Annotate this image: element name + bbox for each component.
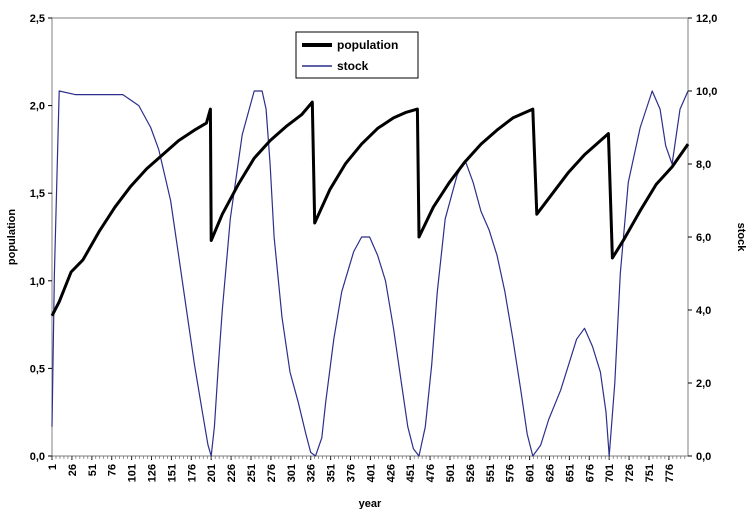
x-tick-label: 376 — [345, 464, 357, 482]
y2-tick-label: 8,0 — [696, 159, 711, 171]
x-tick-label: 151 — [166, 464, 178, 482]
x-tick-label: 726 — [624, 464, 636, 482]
x-tick-label: 101 — [127, 464, 139, 482]
x-tick-label: 576 — [505, 464, 517, 482]
y-tick-label: 0,0 — [30, 451, 45, 463]
x-tick-label: 701 — [604, 464, 616, 482]
x-tick-label: 26 — [67, 464, 79, 476]
y2-tick-label: 10,0 — [696, 86, 717, 98]
x-tick-label: 226 — [226, 464, 238, 482]
x-tick-label: 651 — [564, 464, 576, 482]
x-tick-label: 601 — [525, 464, 537, 482]
x-tick-label: 326 — [306, 464, 318, 482]
x-tick-label: 201 — [206, 464, 218, 482]
y2-tick-label: 2,0 — [696, 378, 711, 390]
x-tick-label: 51 — [87, 464, 99, 476]
x-tick-label: 476 — [425, 464, 437, 482]
x-tick-label: 401 — [365, 464, 377, 482]
y-axis-left: 0,0 0,5 1,0 1,5 2,0 2,5 — [30, 13, 52, 463]
legend-box — [295, 31, 419, 79]
legend-label-population: population — [337, 38, 398, 52]
y-tick-label: 1,0 — [30, 276, 45, 288]
legend: population stock — [295, 31, 419, 79]
y2-tick-label: 0,0 — [696, 451, 711, 463]
x-tick-label: 426 — [385, 464, 397, 482]
legend-label-stock: stock — [337, 59, 369, 73]
y-tick-label: 2,5 — [30, 13, 45, 25]
y2-tick-label: 4,0 — [696, 305, 711, 317]
x-tick-label: 626 — [544, 464, 556, 482]
x-tick-label: 751 — [644, 464, 656, 482]
x-tick-label: 176 — [186, 464, 198, 482]
y2-axis-title: stock — [735, 223, 747, 253]
x-axis-title: year — [359, 498, 382, 509]
x-tick-label: 776 — [664, 464, 676, 482]
series-layer — [50, 90, 690, 457]
y-tick-label: 0,5 — [30, 363, 45, 375]
x-tick-label: 126 — [146, 464, 158, 482]
x-tick-label: 551 — [485, 464, 497, 482]
x-tick-label: 1 — [47, 464, 59, 470]
x-tick-label: 251 — [246, 464, 258, 482]
x-tick-label: 501 — [445, 464, 457, 482]
series-line-population — [50, 100, 690, 317]
y2-tick-label: 12,0 — [696, 13, 717, 25]
y-tick-label: 2,0 — [30, 101, 45, 113]
y-axis-title: population — [6, 209, 18, 265]
x-tick-label: 526 — [465, 464, 477, 482]
x-tick-label: 676 — [584, 464, 596, 482]
y2-tick-label: 6,0 — [696, 232, 711, 244]
y-axis-right: 0,0 2,0 4,0 6,0 8,0 10,0 12,0 — [688, 13, 717, 463]
x-tick-label: 451 — [405, 464, 417, 482]
x-tick-label: 276 — [266, 464, 278, 482]
x-tick-label: 351 — [326, 464, 338, 482]
series-line-stock — [51, 90, 689, 457]
x-tick-label: 301 — [286, 464, 298, 482]
x-tick-label: 76 — [107, 464, 119, 476]
x-axis: 1 26 51 76 101 126 151 176 201 226 251 276 301 326 351… — [47, 456, 686, 482]
y-tick-label: 1,5 — [30, 188, 45, 200]
